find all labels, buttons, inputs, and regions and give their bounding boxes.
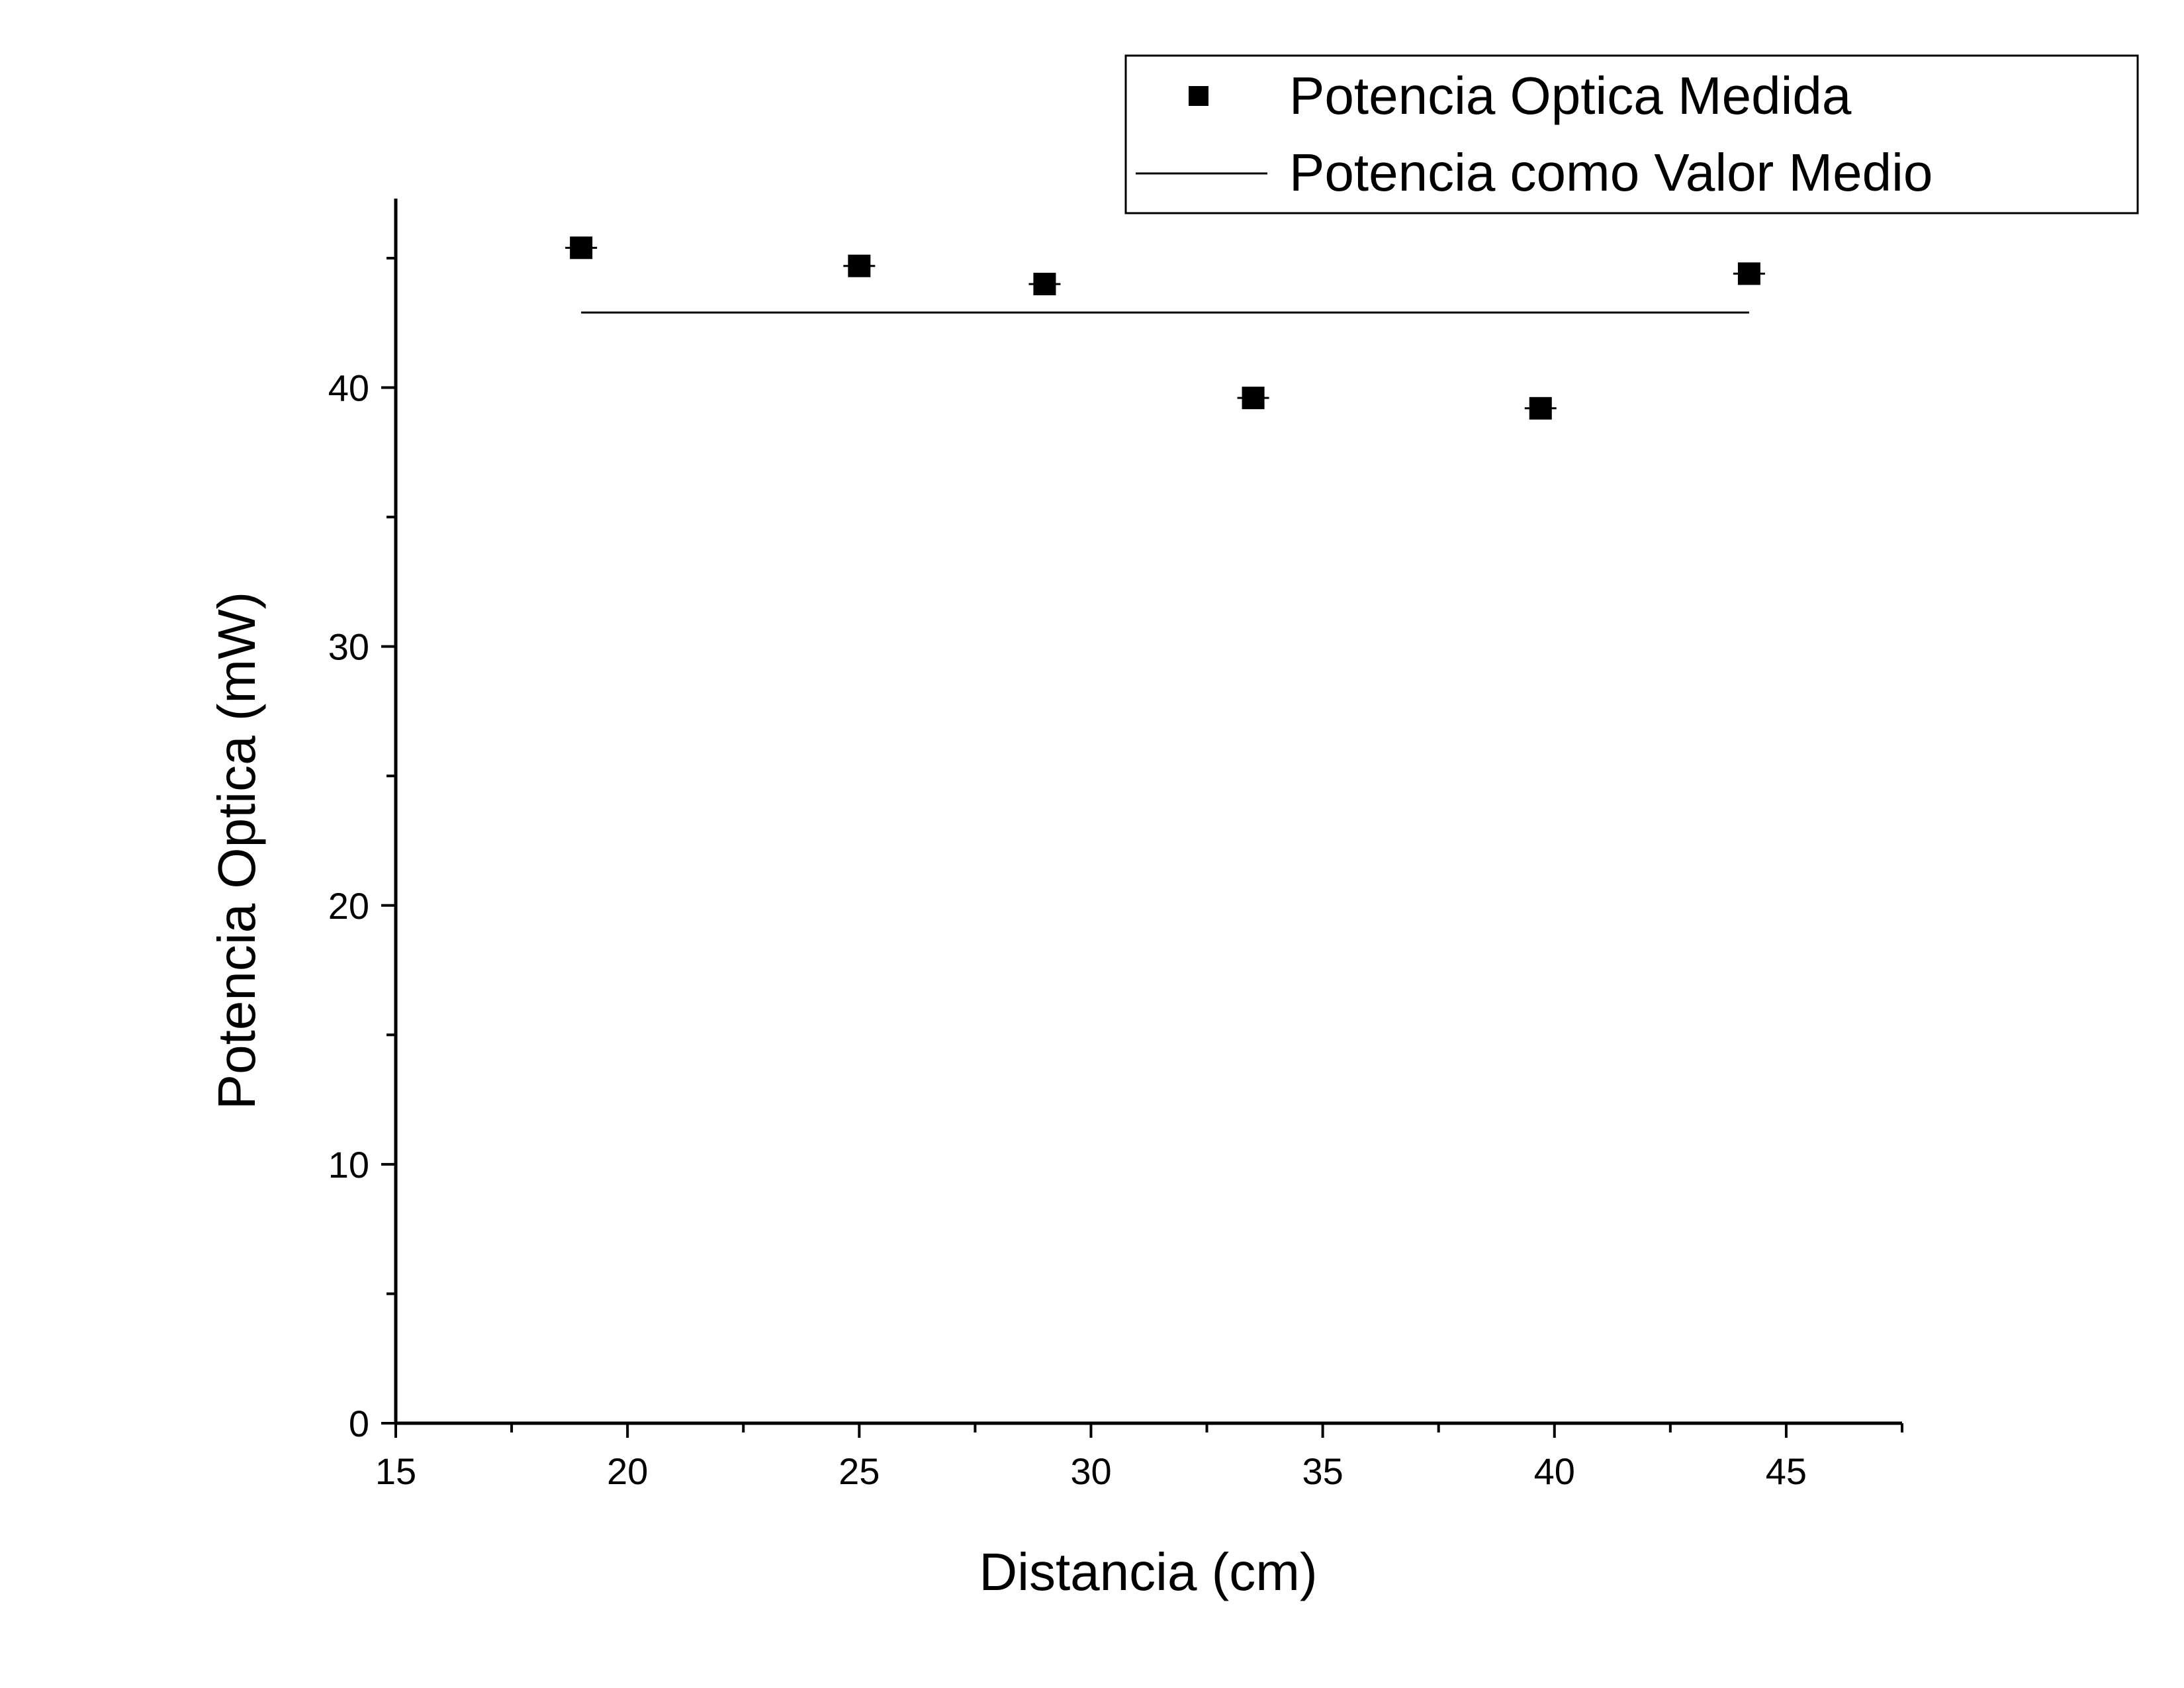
legend-box [1124,54,2139,214]
legend-entry-measured: Potencia Optica Medida [1289,66,1852,125]
x-tick-label: 25 [839,1450,880,1492]
plot-area [565,236,1765,420]
legend-marker-square-icon [1189,86,1208,106]
y-tick-label: 10 [328,1144,369,1186]
x-tick-label: 20 [607,1450,648,1492]
x-tick-label: 30 [1070,1450,1111,1492]
y-tick-label: 0 [349,1403,369,1444]
y-tick-label: 30 [328,626,369,668]
y-ticks: 0 10 20 30 40 [328,256,396,1444]
axes [394,199,1902,1425]
x-tick-label: 45 [1766,1450,1807,1492]
legend: Potencia Optica Medida Potencia como Val… [1124,54,2139,214]
y-tick-label: 20 [328,885,369,927]
x-axis-label: Distancia (cm) [979,1542,1317,1601]
legend-entry-mean: Potencia como Valor Medio [1289,143,1933,202]
y-tick-label: 40 [328,367,369,409]
x-tick-label: 35 [1302,1450,1343,1492]
x-tick-label: 15 [375,1450,416,1492]
y-axis-label: Potencia Optica (mW) [207,592,266,1109]
x-ticks: 15 20 25 30 35 40 45 [375,1423,1903,1492]
x-tick-label: 40 [1534,1450,1575,1492]
